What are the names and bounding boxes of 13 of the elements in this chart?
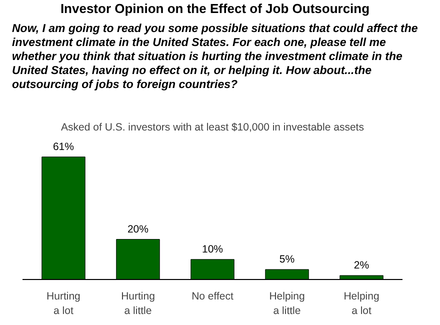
x-tick-label: Hurting a lot	[46, 290, 81, 317]
x-tick-label: Helping a lot	[344, 290, 380, 317]
data-label: 5%	[279, 253, 295, 266]
data-label: 61%	[52, 140, 74, 153]
x-tick-label: Helping a little	[269, 290, 305, 317]
text: Asked of U.S. investors with at least $10,000 in investable assets	[61, 122, 364, 134]
chart-subtitle: Now, I am going to read you some possible situations that could affect the investment climate in the United States. For each one, please tell me whether you think that situation is hurting the investment climate in the United States, having no effect on it, or helping it. How about...the outsourcing of jobs to foreign countries?	[12, 22, 419, 92]
x-tick-label: No effect	[192, 290, 234, 302]
x-tick-label: Hurting a little	[121, 290, 156, 317]
data-label: 20%	[127, 223, 148, 236]
chart-title: Investor Opinion on the Effect of Job Outsourcing	[60, 0, 370, 18]
data-label: 2%	[354, 259, 370, 272]
data-label: 10%	[202, 243, 224, 256]
